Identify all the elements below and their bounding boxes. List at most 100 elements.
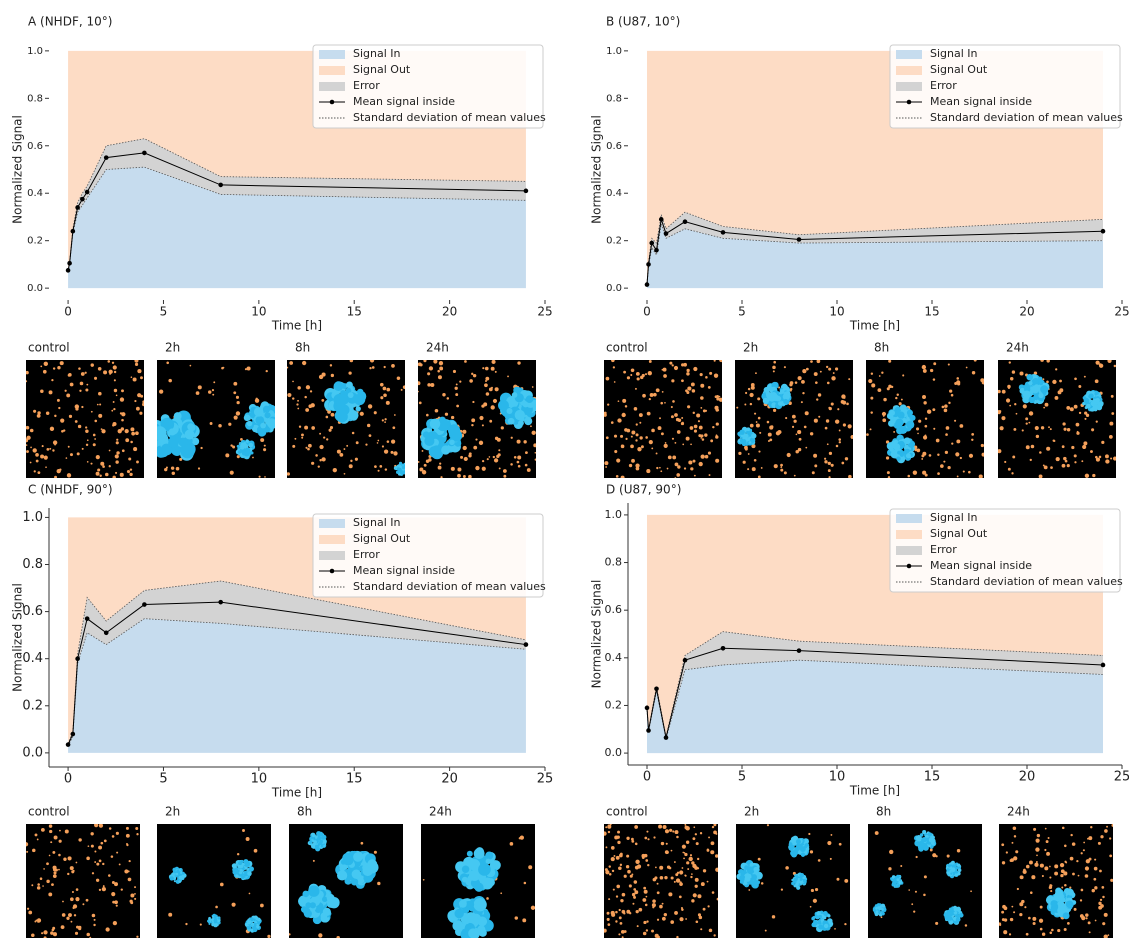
- cell-dot: [694, 475, 696, 477]
- cell-dot: [394, 414, 396, 416]
- mean-marker: [721, 646, 726, 651]
- cell-dot: [422, 450, 424, 452]
- cell-dot: [618, 400, 620, 402]
- cell-dot: [137, 369, 141, 373]
- cell-dot: [971, 433, 974, 436]
- cell-dot: [1074, 454, 1077, 457]
- cell-dot: [633, 888, 636, 891]
- cell-dot: [1078, 875, 1080, 877]
- cell-dot: [748, 889, 750, 891]
- cell-dot: [429, 366, 433, 370]
- cell-dot: [672, 400, 675, 403]
- cell-dot: [643, 887, 646, 890]
- cell-cluster: [780, 389, 785, 394]
- cell-dot: [101, 428, 103, 430]
- cell-dot: [1046, 447, 1050, 451]
- cell-dot: [615, 920, 617, 922]
- cell-dot: [614, 435, 617, 438]
- cell-dot: [68, 374, 71, 377]
- cell-dot: [90, 463, 92, 465]
- cell-dot: [1010, 377, 1013, 380]
- mean-marker: [524, 642, 529, 647]
- mean-marker: [104, 630, 109, 635]
- cell-dot: [895, 397, 897, 399]
- cell-dot: [618, 866, 622, 870]
- cell-dot: [1044, 849, 1046, 851]
- cell-dot: [116, 439, 118, 441]
- cell-dot: [659, 467, 661, 469]
- cell-cluster: [877, 906, 879, 908]
- cell-dot: [709, 474, 711, 476]
- cell-dot: [690, 876, 692, 878]
- cell-dot: [1006, 851, 1008, 853]
- cell-dot: [745, 448, 748, 451]
- cell-dot: [646, 920, 648, 922]
- cell-dot: [92, 872, 94, 874]
- cell-dot: [1021, 900, 1024, 903]
- cell-dot: [350, 359, 354, 363]
- cell-dot: [715, 868, 719, 872]
- cell-cluster: [337, 870, 347, 880]
- cell-dot: [469, 379, 473, 383]
- y-tick-label: 1.0: [606, 46, 622, 57]
- cell-dot: [53, 866, 57, 870]
- cell-dot: [266, 370, 268, 372]
- cell-dot: [646, 929, 648, 931]
- cell-dot: [26, 444, 28, 446]
- cell-dot: [218, 424, 222, 428]
- cell-cluster: [352, 869, 361, 878]
- y-tick-label: 0.2: [606, 236, 622, 247]
- cell-dot: [613, 889, 615, 891]
- cell-cluster: [353, 852, 363, 862]
- cell-dot: [653, 393, 657, 397]
- cell-dot: [99, 889, 101, 891]
- cell-dot: [897, 394, 899, 396]
- cell-dot: [1081, 889, 1084, 892]
- x-tick-label: 25: [537, 772, 554, 787]
- cell-dot: [1074, 405, 1078, 409]
- cell-dot: [1061, 887, 1063, 889]
- cell-dot: [836, 445, 839, 448]
- image-label: 24h: [426, 341, 449, 355]
- cell-dot: [382, 419, 384, 421]
- cell-dot: [930, 849, 933, 852]
- cell-dot: [681, 422, 684, 425]
- cell-dot: [655, 867, 657, 869]
- cell-dot: [662, 917, 666, 921]
- cell-dot: [440, 476, 442, 478]
- cell-cluster: [232, 863, 237, 868]
- cell-dot: [711, 841, 715, 845]
- cell-dot: [500, 892, 502, 894]
- legend-swatch: [896, 50, 922, 59]
- cell-dot: [1100, 835, 1103, 838]
- cell-dot: [767, 421, 770, 424]
- cell-dot: [302, 361, 306, 365]
- cell-dot: [1076, 860, 1078, 862]
- image-label: 24h: [429, 805, 452, 819]
- cell-dot: [99, 823, 103, 827]
- cell-cluster: [1095, 406, 1098, 409]
- y-axis-label: Normalized Signal: [11, 115, 25, 224]
- cell-dot: [752, 467, 756, 471]
- cell-cluster: [367, 859, 377, 869]
- cell-dot: [829, 452, 832, 455]
- cell-dot: [114, 389, 117, 392]
- cell-dot: [97, 468, 100, 471]
- x-tick-label: 10: [251, 772, 268, 787]
- cell-dot: [1019, 913, 1022, 916]
- cell-cluster: [208, 917, 211, 920]
- cell-dot: [133, 447, 137, 451]
- legend-label: Signal In: [353, 47, 401, 60]
- cell-dot: [1114, 365, 1116, 367]
- cell-dot: [120, 397, 124, 401]
- cell-dot: [761, 467, 763, 469]
- cell-dot: [323, 436, 325, 438]
- cell-dot: [42, 445, 44, 447]
- cell-dot: [750, 403, 752, 405]
- cell-dot: [841, 462, 844, 465]
- cell-dot: [634, 880, 638, 884]
- micrograph-bg: [604, 360, 722, 478]
- cell-dot: [839, 843, 842, 846]
- cell-cluster: [881, 908, 884, 911]
- cell-cluster: [1098, 403, 1103, 408]
